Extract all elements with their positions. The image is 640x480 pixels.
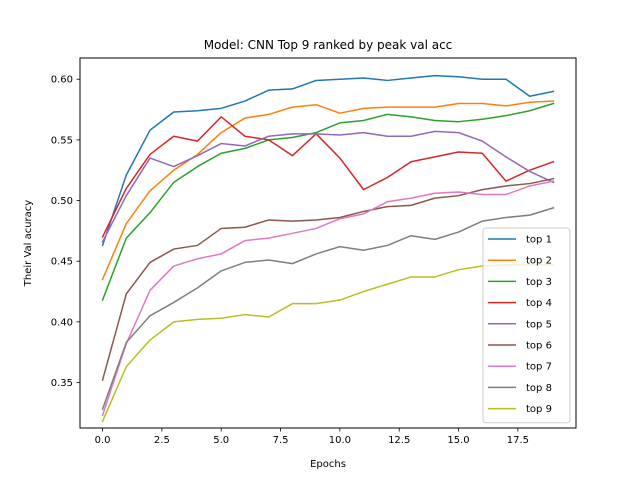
y-axis-label: Their Val acuracy <box>23 200 34 288</box>
legend-label-8: top 8 <box>526 383 552 394</box>
x-tick-label: 10.0 <box>329 435 351 446</box>
series-line-8 <box>101 206 555 411</box>
series-line-1 <box>101 74 555 247</box>
legend-label-3: top 3 <box>526 277 552 288</box>
series-line-7 <box>101 180 555 417</box>
plot-frame <box>79 57 577 429</box>
legend-label-2: top 2 <box>526 256 552 267</box>
series-line-3 <box>101 102 555 301</box>
legend-label-1: top 1 <box>526 235 552 246</box>
legend-box <box>482 227 571 424</box>
legend-label-6: top 6 <box>526 341 552 352</box>
legend-label-4: top 4 <box>526 298 552 309</box>
x-axis-ticks: 0.0 2.5 5.0 7.5 10.0 12.5 15.0 17.5 <box>95 428 529 446</box>
y-tick-label: 0.40 <box>51 317 73 328</box>
y-tick-label: 0.60 <box>51 75 73 86</box>
x-tick-label: 2.5 <box>154 435 170 446</box>
x-tick-label: 17.5 <box>507 435 529 446</box>
series-line-2 <box>101 100 555 281</box>
series-line-4 <box>101 116 555 238</box>
plot-lines <box>101 74 555 423</box>
x-tick-label: 7.5 <box>273 435 289 446</box>
x-tick-label: 0.0 <box>95 435 111 446</box>
y-axis-ticks: 0.35 0.40 0.45 0.50 0.55 0.60 <box>51 75 80 389</box>
series-line-6 <box>101 177 555 382</box>
x-tick-label: 12.5 <box>388 435 410 446</box>
series-line-5 <box>101 130 555 243</box>
legend-label-9: top 9 <box>526 404 552 415</box>
x-axis-label: Epochs <box>310 459 346 470</box>
y-tick-label: 0.50 <box>51 196 73 207</box>
legend-label-5: top 5 <box>526 319 552 330</box>
x-tick-label: 15.0 <box>447 435 469 446</box>
y-tick-label: 0.55 <box>51 135 73 146</box>
series-line-9 <box>101 264 555 423</box>
x-tick-label: 5.0 <box>213 435 229 446</box>
y-tick-label: 0.45 <box>51 257 73 268</box>
y-tick-label: 0.35 <box>51 378 73 389</box>
chart-title: Model: CNN Top 9 ranked by peak val acc <box>204 38 453 52</box>
legend-label-7: top 7 <box>526 362 552 373</box>
legend: top 1 top 2 top 3 top 4 top 5 top 6 top 7 top 8… <box>482 227 571 424</box>
